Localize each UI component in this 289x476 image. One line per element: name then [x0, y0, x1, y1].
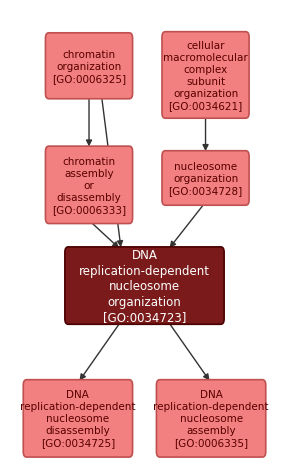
Text: DNA
replication-dependent
nucleosome
organization
[GO:0034723]: DNA replication-dependent nucleosome org…: [79, 248, 210, 323]
Text: chromatin
assembly
or
disassembly
[GO:0006333]: chromatin assembly or disassembly [GO:00…: [52, 157, 126, 214]
Text: DNA
replication-dependent
nucleosome
assembly
[GO:0006335]: DNA replication-dependent nucleosome ass…: [153, 389, 269, 447]
Text: DNA
replication-dependent
nucleosome
disassembly
[GO:0034725]: DNA replication-dependent nucleosome dis…: [20, 389, 136, 447]
FancyBboxPatch shape: [45, 34, 133, 99]
FancyBboxPatch shape: [162, 32, 249, 119]
FancyBboxPatch shape: [65, 248, 224, 325]
Text: cellular
macromolecular
complex
subunit
organization
[GO:0034621]: cellular macromolecular complex subunit …: [163, 41, 248, 111]
FancyBboxPatch shape: [23, 380, 133, 457]
Text: chromatin
organization
[GO:0006325]: chromatin organization [GO:0006325]: [52, 50, 126, 84]
FancyBboxPatch shape: [162, 151, 249, 206]
FancyBboxPatch shape: [156, 380, 266, 457]
Text: nucleosome
organization
[GO:0034728]: nucleosome organization [GO:0034728]: [168, 162, 243, 196]
FancyBboxPatch shape: [45, 147, 133, 224]
